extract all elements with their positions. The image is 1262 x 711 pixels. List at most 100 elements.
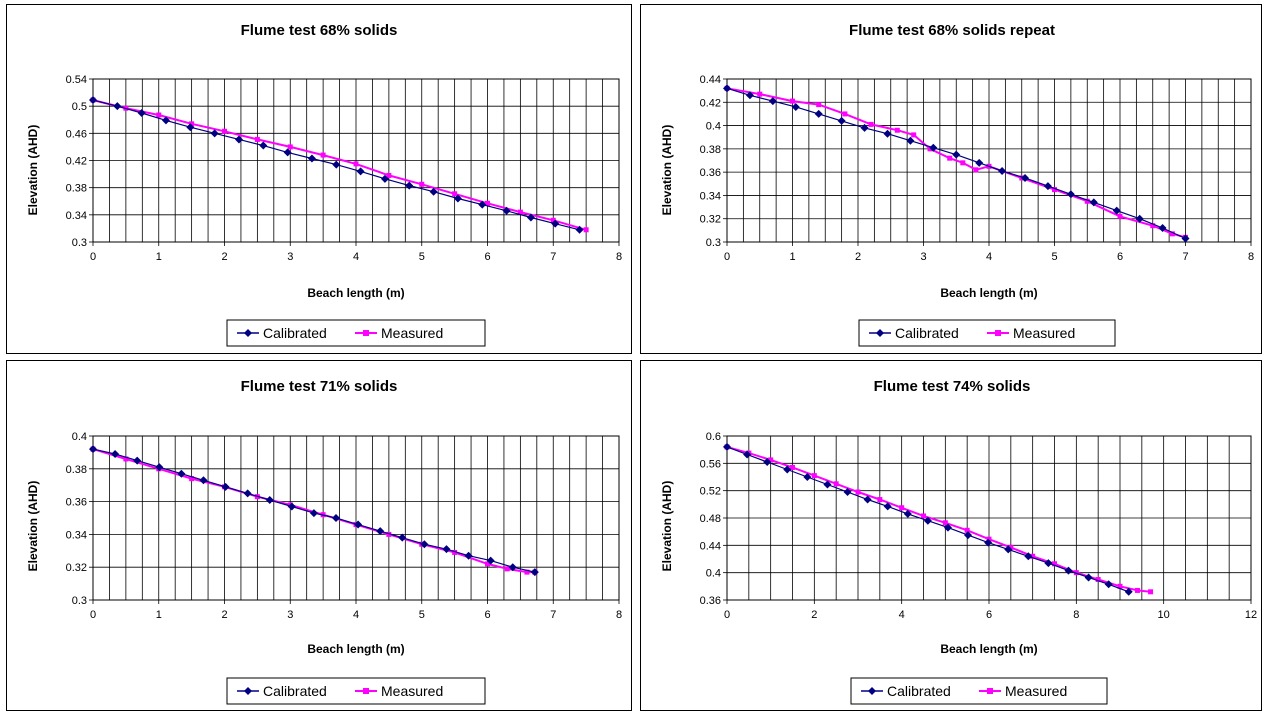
calibrated-point [723, 442, 731, 451]
measured-point [1150, 223, 1156, 229]
calibrated-point [1066, 190, 1075, 199]
grid [723, 78, 1252, 246]
y-tick-label: 0.34 [700, 190, 721, 202]
y-tick-label: 0.42 [66, 156, 87, 168]
y-tick-label: 0.44 [700, 540, 721, 552]
calibrated-point [283, 148, 292, 157]
x-tick-label: 6 [484, 251, 490, 263]
x-tick-label: 4 [986, 251, 992, 263]
measured-point [1052, 187, 1057, 193]
x-tick-label: 7 [550, 609, 556, 621]
chart-panel-2: Flume test 71% solids 0.3 0.32 0.34 0.36 0.3… [6, 360, 632, 711]
measured-point [960, 160, 966, 166]
legend-calibrated-marker [868, 687, 876, 695]
calibrated-point [307, 154, 316, 163]
x-tick-label: 2 [855, 251, 861, 263]
calibrated-point [177, 469, 186, 478]
calibrated-point [863, 495, 872, 504]
x-tick-label: 8 [1073, 609, 1079, 621]
series-layer [723, 84, 1190, 243]
x-tick-label: 10 [1158, 609, 1170, 621]
tick-labels: 0.3 0.34 0.38 0.42 0.46 0.5 0.54 0 1 2 3 4 5 6 7 8 [66, 74, 622, 263]
y-tick-label: 0.38 [700, 144, 721, 156]
calibrated-point [814, 109, 823, 118]
measured-point [877, 497, 883, 503]
calibrated-point [768, 97, 777, 106]
legend-calibrated-marker [244, 687, 252, 695]
calibrated-point [137, 108, 146, 117]
x-tick-label: 4 [353, 251, 359, 263]
calibrated-point [210, 129, 219, 138]
calibrated-point [1044, 559, 1053, 568]
y-tick-label: 0.3 [72, 237, 87, 249]
grid [89, 435, 620, 604]
calibrated-point [332, 160, 341, 169]
legend-calibrated-label: Calibrated [895, 325, 959, 341]
measured-line [92, 99, 587, 231]
calibrated-point [405, 181, 414, 190]
measured-point [1084, 198, 1090, 204]
y-axis-label: Elevation (AHD) [26, 125, 40, 216]
calibrated-point [89, 96, 97, 105]
measured-point [942, 520, 948, 526]
calibrated-point [860, 123, 869, 132]
calibrated-point [883, 129, 892, 138]
plot-frame [726, 78, 1252, 243]
calibrated-point [420, 540, 429, 549]
calibrated-point [1158, 224, 1167, 233]
measured-point [1117, 583, 1123, 589]
y-tick-label: 0.54 [66, 74, 87, 86]
calibrated-point [133, 456, 142, 465]
calibrated-point [551, 219, 560, 228]
chart-svg-1: Flume test 68% solids repeat 0.3 0.32 0.34… [660, 22, 1254, 347]
calibrated-point [478, 200, 487, 209]
measured-point [287, 144, 293, 150]
calibrated-point [259, 141, 268, 150]
y-tick-label: 0.44 [700, 74, 721, 86]
x-axis-label: Beach length (m) [940, 642, 1037, 656]
measured-point [254, 136, 260, 142]
calibrated-point [743, 450, 752, 459]
calibrated-point [199, 476, 208, 485]
legend-measured-label: Measured [381, 683, 443, 699]
legend-calibrated-label: Calibrated [263, 683, 327, 699]
legend-calibrated-marker [244, 329, 252, 337]
calibrated-point [113, 102, 122, 111]
calibrated-point [221, 482, 230, 491]
y-tick-label: 0.48 [700, 513, 721, 525]
calibrated-point [89, 445, 97, 454]
x-tick-label: 4 [353, 609, 359, 621]
measured-point [1095, 577, 1101, 582]
y-axis-label: Elevation (AHD) [26, 481, 40, 572]
tick-labels: 0.3 0.32 0.34 0.36 0.38 0.4 0.42 0.44 0 1 2 3 4 5 6 7 8 [700, 74, 1254, 263]
x-tick-label: 5 [1051, 251, 1057, 263]
y-tick-label: 0.36 [700, 595, 721, 607]
calibrated-point [929, 143, 938, 152]
measured-point [811, 473, 817, 479]
measured-point [768, 457, 774, 463]
chart-title: Flume test 68% solids [241, 22, 398, 39]
measured-point [973, 167, 979, 173]
measured-point [452, 549, 458, 555]
x-tick-label: 3 [287, 609, 293, 621]
x-axis-label: Beach length (m) [940, 286, 1037, 300]
calibrated-point [843, 488, 852, 497]
plot-frame [92, 78, 620, 243]
measured-point [757, 91, 763, 97]
calibrated-point [332, 514, 341, 522]
legend-measured-marker [995, 330, 1001, 336]
chart-panel-3: Flume test 74% solids 0.36 0.4 0.44 0.48 0.5… [640, 360, 1262, 711]
calibrated-point [356, 167, 365, 176]
chart-svg-2: Flume test 71% solids 0.30.320.340.360.3… [26, 378, 622, 705]
y-tick-label: 0.32 [66, 562, 87, 574]
x-tick-label: 1 [789, 251, 795, 263]
measured-point [833, 481, 839, 487]
measured-point [485, 200, 490, 206]
calibrated-point [1043, 182, 1052, 191]
legend: Calibrated Measured [226, 677, 486, 705]
measured-point [855, 489, 861, 495]
y-tick-label: 0.3 [72, 595, 87, 607]
calibrated-point [763, 457, 772, 466]
y-tick-label: 0.5 [72, 101, 87, 113]
measured-point [790, 464, 795, 470]
